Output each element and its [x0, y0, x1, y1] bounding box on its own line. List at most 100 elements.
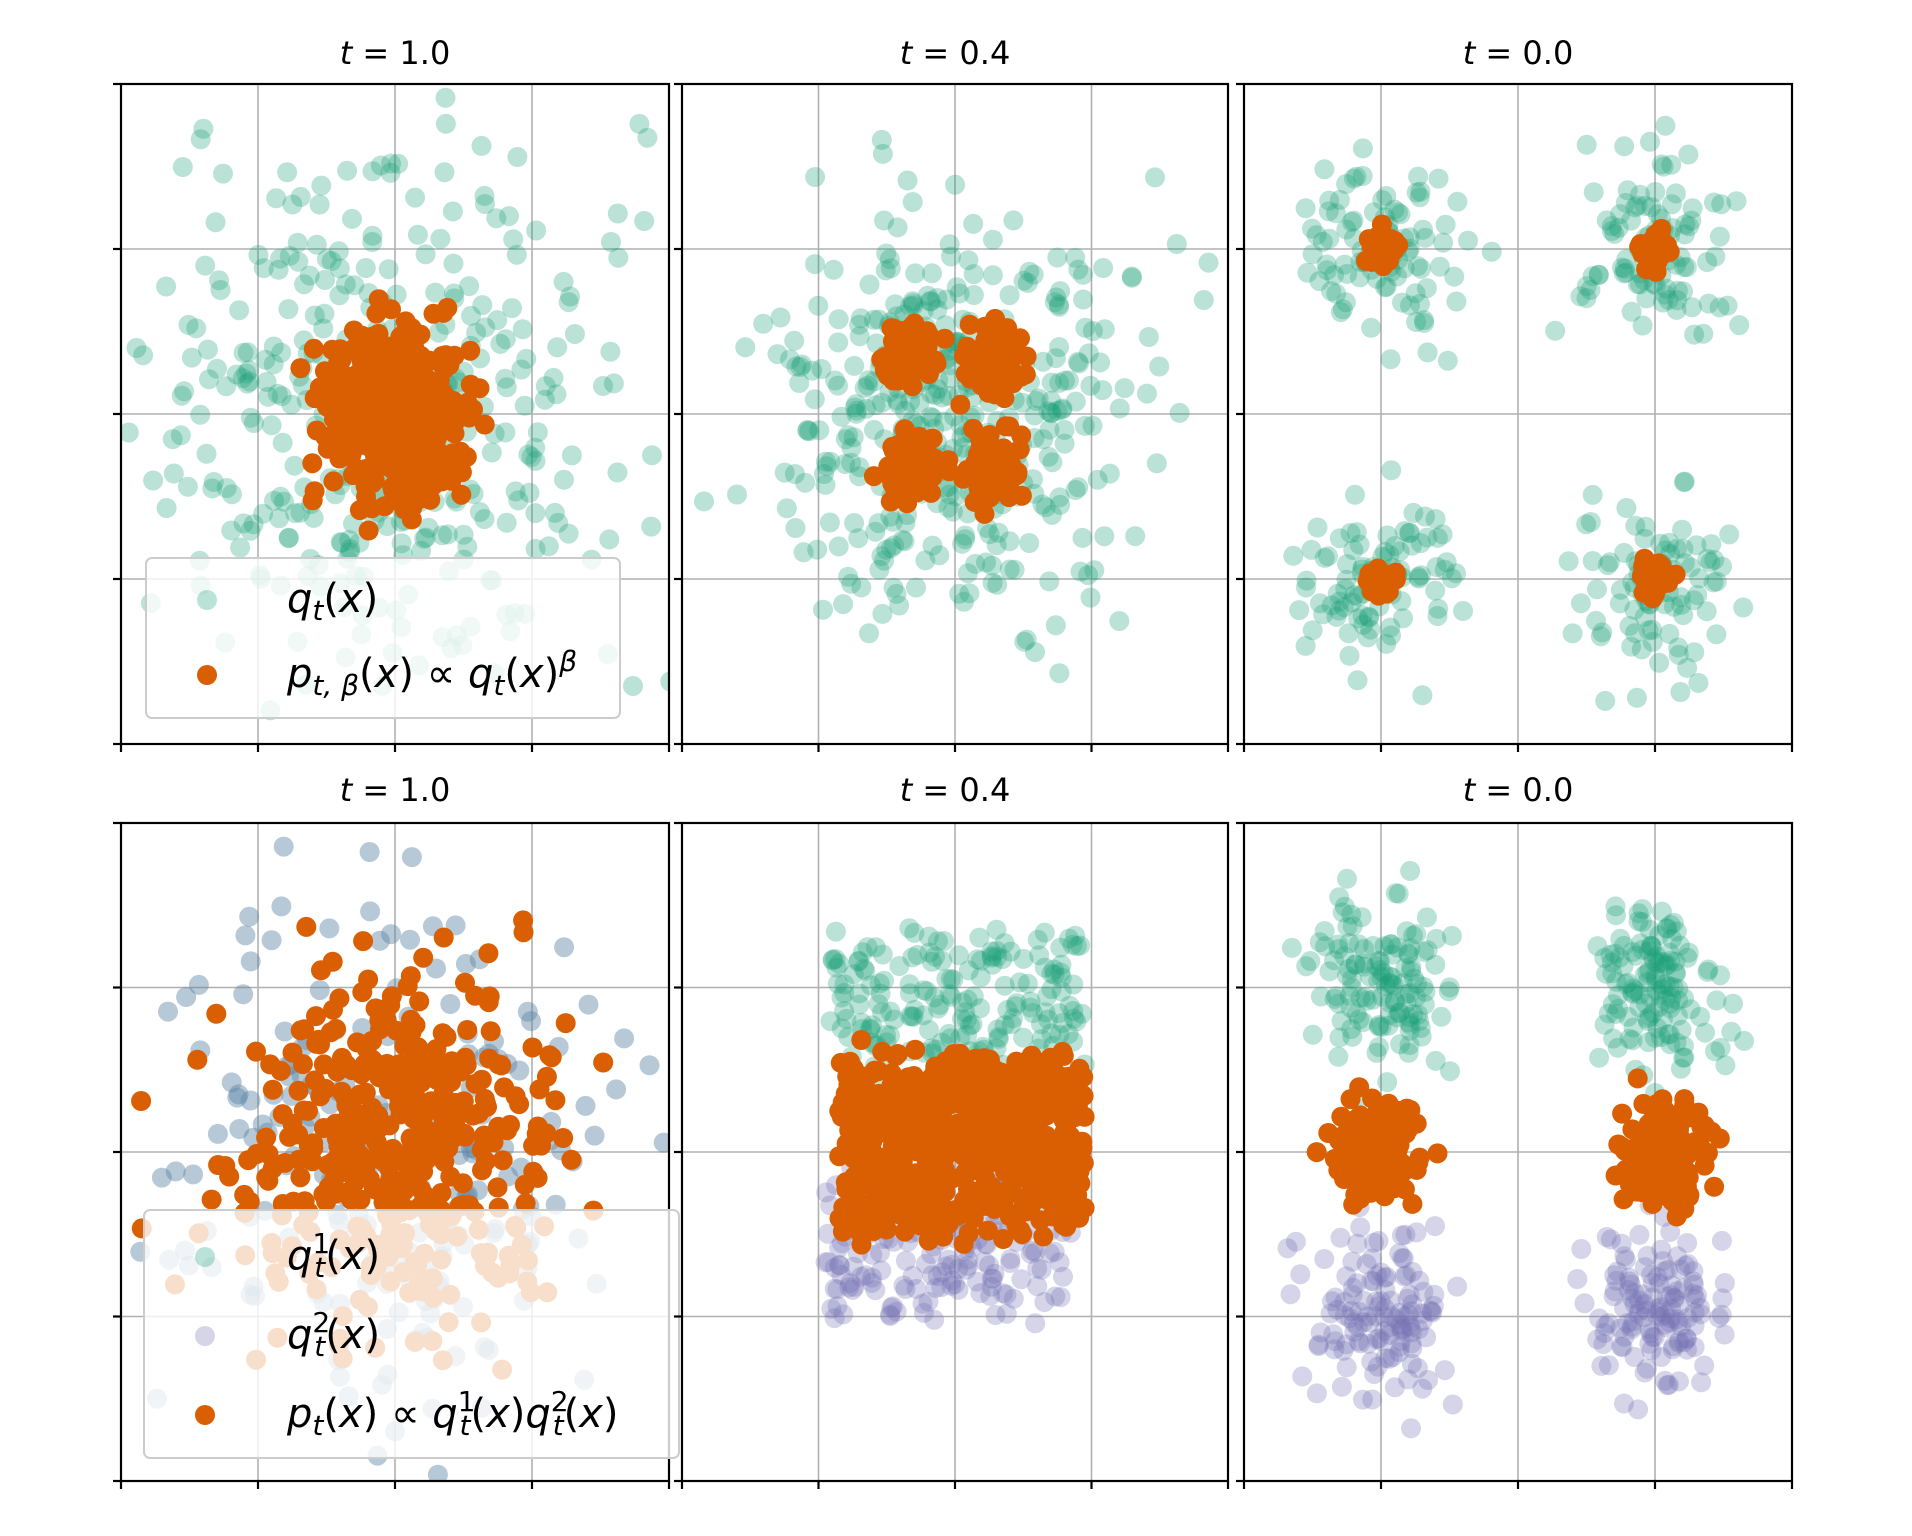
- scatter-point: [1346, 166, 1367, 187]
- scatter-point: [1641, 1264, 1661, 1285]
- scatter-point: [1719, 524, 1740, 545]
- scatter-point: [172, 157, 193, 177]
- scatter-point: [1198, 252, 1219, 273]
- scatter-point: [1394, 1266, 1415, 1287]
- scatter-point: [1615, 262, 1636, 283]
- scatter-point: [835, 454, 856, 474]
- scatter-point: [987, 574, 1008, 595]
- scatter-point: [1649, 652, 1670, 673]
- scatter-point: [521, 1011, 541, 1032]
- scatter-point: [938, 497, 959, 518]
- scatter-point: [1001, 1014, 1022, 1035]
- scatter-point: [1580, 279, 1601, 300]
- scatter-point: [207, 358, 227, 379]
- scatter-point: [32, 1084, 52, 1104]
- scatter-point: [855, 960, 876, 981]
- scatter-point: [1352, 1133, 1373, 1153]
- scatter-point: [1642, 1193, 1663, 1214]
- scatter-point: [967, 949, 988, 970]
- scatter-point: [865, 937, 886, 958]
- scatter-point: [876, 243, 897, 264]
- scatter-point: [1067, 351, 1088, 372]
- scatter-point: [1324, 988, 1345, 1009]
- scatter-point: [994, 933, 1015, 954]
- scatter-point: [971, 375, 992, 396]
- scatter-point: [1674, 472, 1694, 493]
- scatter-point: [1711, 1230, 1732, 1251]
- scatter-point: [356, 1038, 377, 1059]
- scatter-point: [1632, 899, 1653, 920]
- scatter-point: [1114, 378, 1135, 399]
- scatter-point: [1324, 950, 1344, 971]
- scatter-point: [1588, 264, 1609, 285]
- scatter-point: [1317, 260, 1337, 281]
- scatter-point: [1651, 901, 1672, 922]
- scatter-point: [1320, 1303, 1341, 1324]
- scatter-point: [1329, 887, 1350, 908]
- scatter-point: [240, 951, 261, 972]
- scatter-point: [1649, 996, 1670, 1017]
- scatter-point: [75, 373, 95, 393]
- scatter-point: [1668, 1312, 1689, 1333]
- scatter-point: [833, 594, 854, 615]
- scatter-point: [955, 363, 976, 384]
- scatter-point: [1099, 463, 1120, 484]
- scatter-point: [256, 1127, 277, 1148]
- scatter-point: [1402, 1294, 1423, 1315]
- scatter-point: [614, 1028, 635, 1049]
- scatter-point: [1414, 312, 1435, 333]
- scatter-point: [429, 1137, 450, 1158]
- scatter-point: [1336, 569, 1357, 590]
- scatter-point: [958, 1249, 978, 1270]
- scatter-point: [1302, 244, 1323, 265]
- scatter-point: [1033, 351, 1054, 372]
- scatter-point: [358, 969, 379, 990]
- scatter-point: [404, 338, 425, 359]
- scatter-point: [1723, 993, 1743, 1014]
- scatter-point: [457, 1020, 478, 1040]
- scatter-point: [897, 170, 918, 191]
- scatter-point: [1059, 995, 1080, 1016]
- scatter-point: [957, 989, 978, 1010]
- scatter-point: [925, 1056, 946, 1077]
- scatter-point: [1347, 1233, 1368, 1254]
- scatter-point: [1670, 1058, 1691, 1079]
- scatter-point: [1634, 528, 1655, 549]
- scatter-point: [1669, 1331, 1690, 1352]
- panel-top-left: t = 1.0 qt(x) pt, β(x) ∝ qt(x)β: [75, 34, 671, 752]
- scatter-point: [735, 337, 756, 358]
- legend-box: [143, 1209, 680, 1459]
- scatter-point: [538, 536, 559, 557]
- scatter-point: [1363, 1271, 1384, 1292]
- scatter-point: [1041, 390, 1062, 411]
- scatter-point: [1080, 375, 1101, 396]
- scatter-point: [981, 444, 1002, 465]
- scatter-point: [1378, 1015, 1399, 1036]
- scatter-point: [1634, 1362, 1655, 1383]
- scatter-point: [158, 1001, 178, 1022]
- scatter-point: [1322, 1291, 1342, 1312]
- scatter-point: [1358, 606, 1379, 627]
- scatter-point: [1658, 1374, 1679, 1395]
- scatter-point: [1306, 225, 1327, 246]
- scatter-point: [344, 409, 365, 430]
- scatter-point: [1610, 1318, 1631, 1339]
- scatter-point: [1403, 502, 1424, 523]
- scatter-point: [954, 346, 974, 366]
- scatter-point: [1003, 1008, 1023, 1029]
- scatter-point: [273, 836, 294, 857]
- scatter-point: [864, 419, 884, 440]
- scatter-point: [1356, 990, 1377, 1011]
- scatter-point: [1628, 1303, 1649, 1324]
- scatter-point: [196, 443, 217, 464]
- scatter-point: [1049, 372, 1070, 393]
- scatter-point: [850, 308, 871, 329]
- scatter-point: [1589, 1308, 1610, 1329]
- scatter-point: [408, 1037, 429, 1058]
- scatter-point: [1377, 525, 1398, 546]
- scatter-point: [1145, 167, 1165, 188]
- scatter-point: [1072, 527, 1093, 548]
- scatter-point: [1374, 1307, 1395, 1328]
- scatter-point: [383, 480, 404, 501]
- scatter-point: [1609, 593, 1630, 614]
